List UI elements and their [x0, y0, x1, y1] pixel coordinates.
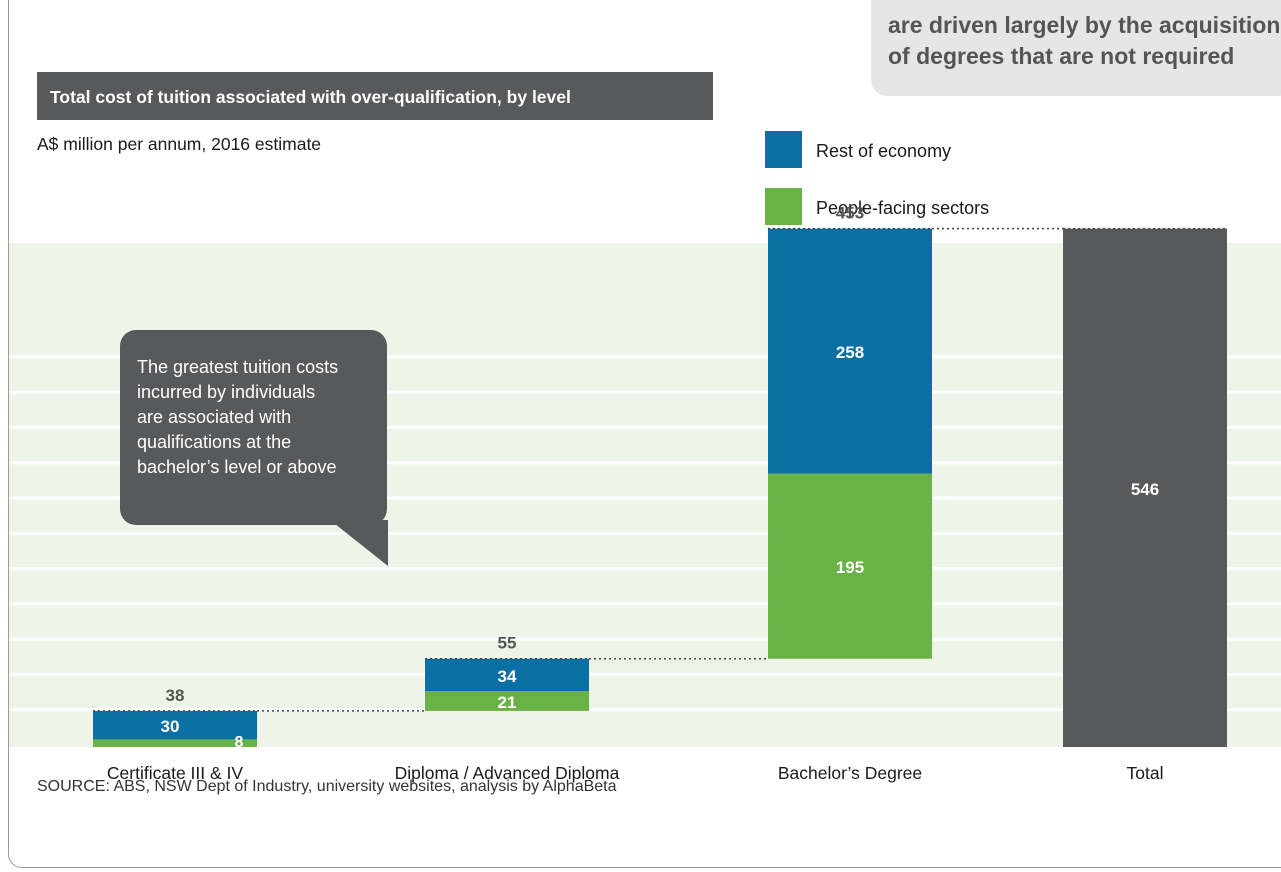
category-label: Bachelor’s Degree [778, 763, 922, 783]
data-label-people-facing: 21 [498, 693, 517, 712]
category-label: Diploma / Advanced Diploma [395, 763, 620, 783]
data-label-rest-of-economy: 34 [498, 667, 517, 686]
legend-label-people-facing: People-facing sectors [816, 198, 990, 218]
annotation-bubble-tail [330, 520, 388, 566]
annotation-line: qualifications at the [137, 432, 292, 452]
callout-top: are driven largely by the acquisition of… [871, 0, 1281, 96]
data-label-total: 453 [836, 204, 864, 223]
legend-label-rest-of-economy: Rest of economy [816, 141, 952, 161]
annotation-line: are associated with [137, 407, 292, 427]
data-label-rest-of-economy: 30 [161, 717, 180, 736]
legend-swatch-rest-of-economy [765, 131, 802, 168]
callout-line: are driven largely by the acquisition [888, 12, 1281, 38]
data-label-total: 55 [498, 634, 517, 653]
legend-swatch-people-facing [765, 188, 802, 225]
category-label: Certificate III & IV [107, 763, 243, 783]
bar-total [1063, 228, 1227, 748]
data-label-people-facing: 195 [836, 558, 864, 577]
category-label: Total [1127, 763, 1164, 783]
bar-people-facing [93, 739, 257, 747]
annotation-line: bachelor’s level or above [137, 457, 337, 477]
annotation-line: incurred by individuals [137, 382, 316, 402]
chart-title: Total cost of tuition associated with ov… [37, 72, 713, 120]
source-note: SOURCE: ABS, NSW Dept of Industry, unive… [37, 778, 617, 795]
chart-subtitle: A$ million per annum, 2016 estimate [37, 134, 322, 154]
annotation-line: The greatest tuition costs [137, 357, 339, 377]
annotation-bubble: The greatest tuition costs incurred by i… [120, 330, 387, 525]
data-label-total: 38 [166, 686, 185, 705]
panel-frame [8, 0, 1281, 868]
bar-rest-of-economy [425, 658, 589, 691]
data-label-people-facing: 8 [235, 734, 244, 751]
bar-people-facing [768, 473, 932, 659]
bar-people-facing [425, 690, 589, 711]
bar-rest-of-economy [93, 710, 257, 740]
data-label-rest-of-economy: 258 [836, 343, 864, 362]
data-label-total: 546 [1131, 480, 1159, 499]
callout-line: of degrees that are not required [888, 43, 1235, 69]
bar-rest-of-economy [768, 228, 932, 474]
